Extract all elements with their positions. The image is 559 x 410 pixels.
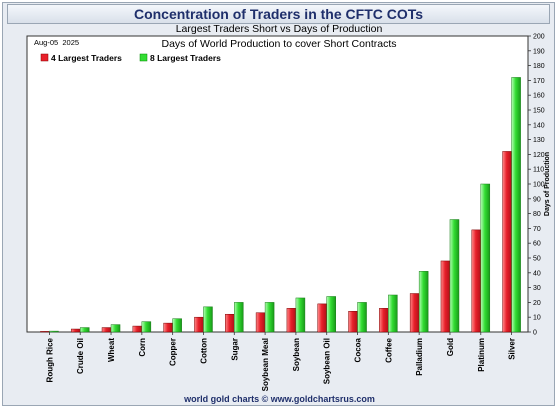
bar-4-largest [225, 313, 235, 333]
x-category-label: Cotton [199, 338, 208, 364]
bar-8-largest [357, 302, 367, 333]
bar-4-largest [194, 316, 204, 333]
bars-group [40, 77, 521, 333]
y-tick-label: 120 [533, 152, 545, 159]
bar-4-largest [440, 260, 451, 333]
x-category-label: Silver [508, 338, 517, 360]
x-category-label: Corn [138, 338, 147, 357]
legend-label-8: 8 Largest Traders [150, 53, 221, 63]
y-tick-label: 110 [533, 167, 544, 174]
chart-subtitle: Days of World Production to cover Short … [162, 38, 397, 50]
x-category-label: Soybean Oil [323, 338, 332, 384]
y-tick-label: 50 [533, 256, 541, 263]
chart-header: Concentration of Traders in the CFTC COT… [7, 4, 550, 24]
y-axis: 0 10 20 30 40 50 60 70 80 90 100 110 120 130 140 150 160… [528, 34, 545, 337]
bar-4-largest [255, 312, 266, 333]
x-category-label: Platinum [477, 338, 486, 372]
x-category-label: Copper [169, 338, 178, 366]
bar-8-largest [388, 294, 398, 333]
legend-swatch-8 [139, 53, 148, 62]
x-category-label: Wheat [107, 338, 116, 362]
x-category-label: Crude Oil [76, 338, 85, 374]
bar-8-largest [203, 306, 213, 333]
y-tick-label: 80 [533, 211, 541, 218]
bar-8-largest [326, 296, 336, 333]
x-category-label: Soybean [292, 338, 301, 371]
bar-4-largest [379, 308, 389, 333]
y-tick-label: 30 [533, 285, 541, 292]
x-category-label: Gold [446, 338, 455, 356]
bar-8-largest [234, 302, 244, 333]
x-category-label: Cocoa [354, 337, 363, 362]
y-tick-label: 0 [533, 330, 537, 337]
bar-8-largest [49, 330, 59, 333]
bar-4-largest [101, 327, 112, 333]
y-tick-label: 20 [533, 300, 541, 307]
y-tick-label: 130 [533, 137, 545, 144]
x-category-label: Sugar [230, 338, 239, 361]
bar-8-largest [418, 271, 429, 333]
bar-8-largest [511, 77, 521, 333]
bar-4-largest [286, 308, 297, 333]
legend: 4 Largest Traders 8 Largest Traders [40, 53, 221, 63]
y-tick-label: 180 [533, 63, 545, 70]
y-tick-label: 70 [533, 226, 541, 233]
y-tick-label: 150 [533, 108, 545, 115]
bar-8-largest [480, 183, 491, 333]
bar-4-largest [471, 229, 482, 333]
bar-4-largest [40, 331, 50, 333]
bar-4-largest [502, 151, 512, 333]
legend-label-4: 4 Largest Traders [51, 53, 122, 63]
y-tick-label: 160 [533, 93, 545, 100]
bar-8-largest [172, 318, 182, 333]
y-tick-label: 60 [533, 241, 541, 248]
y-axis-label: Days of Production [544, 152, 551, 216]
y-tick-label: 200 [533, 34, 545, 41]
bar-8-largest [141, 321, 152, 333]
y-tick-label: 10 [533, 315, 541, 322]
x-axis: Rough Rice Crude Oil Wheat Corn Copper Cotton… [45, 332, 517, 391]
y-tick-label: 170 [533, 78, 545, 85]
date-label: Aug-05 2025 [34, 38, 79, 47]
y-tick-label: 190 [533, 48, 545, 55]
x-category-label: Palladium [415, 338, 424, 376]
bar-4-largest [317, 303, 327, 333]
bar-4-largest [132, 325, 143, 333]
bar-4-largest [348, 311, 358, 333]
y-tick-label: 90 [533, 196, 541, 203]
x-category-label: Rough Rice [45, 337, 54, 382]
bar-4-largest [409, 293, 420, 333]
y-tick-label: 40 [533, 270, 541, 277]
bar-8-largest [110, 324, 121, 333]
y-tick-label: 100 [533, 182, 545, 189]
y-tick-label: 140 [533, 122, 545, 129]
chart-title: Largest Traders Short vs Days of Product… [176, 23, 383, 35]
bar-8-largest [79, 327, 90, 333]
legend-swatch-4 [40, 53, 49, 62]
footer-credit: world gold charts © www.goldchartsrus.co… [184, 394, 375, 404]
x-category-label: Soybean Meal [261, 338, 270, 391]
x-category-label: Coffee [384, 337, 393, 362]
bar-8-largest [449, 219, 460, 333]
bar-4-largest [163, 322, 173, 333]
bar-8-largest [264, 302, 275, 333]
bar-4-largest [70, 328, 81, 333]
bar-8-largest [295, 297, 306, 333]
